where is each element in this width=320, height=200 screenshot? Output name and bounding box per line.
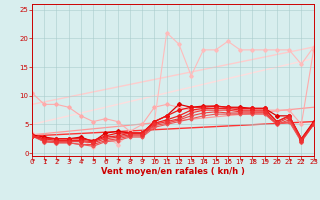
X-axis label: Vent moyen/en rafales ( kn/h ): Vent moyen/en rafales ( kn/h ) [101, 167, 245, 176]
